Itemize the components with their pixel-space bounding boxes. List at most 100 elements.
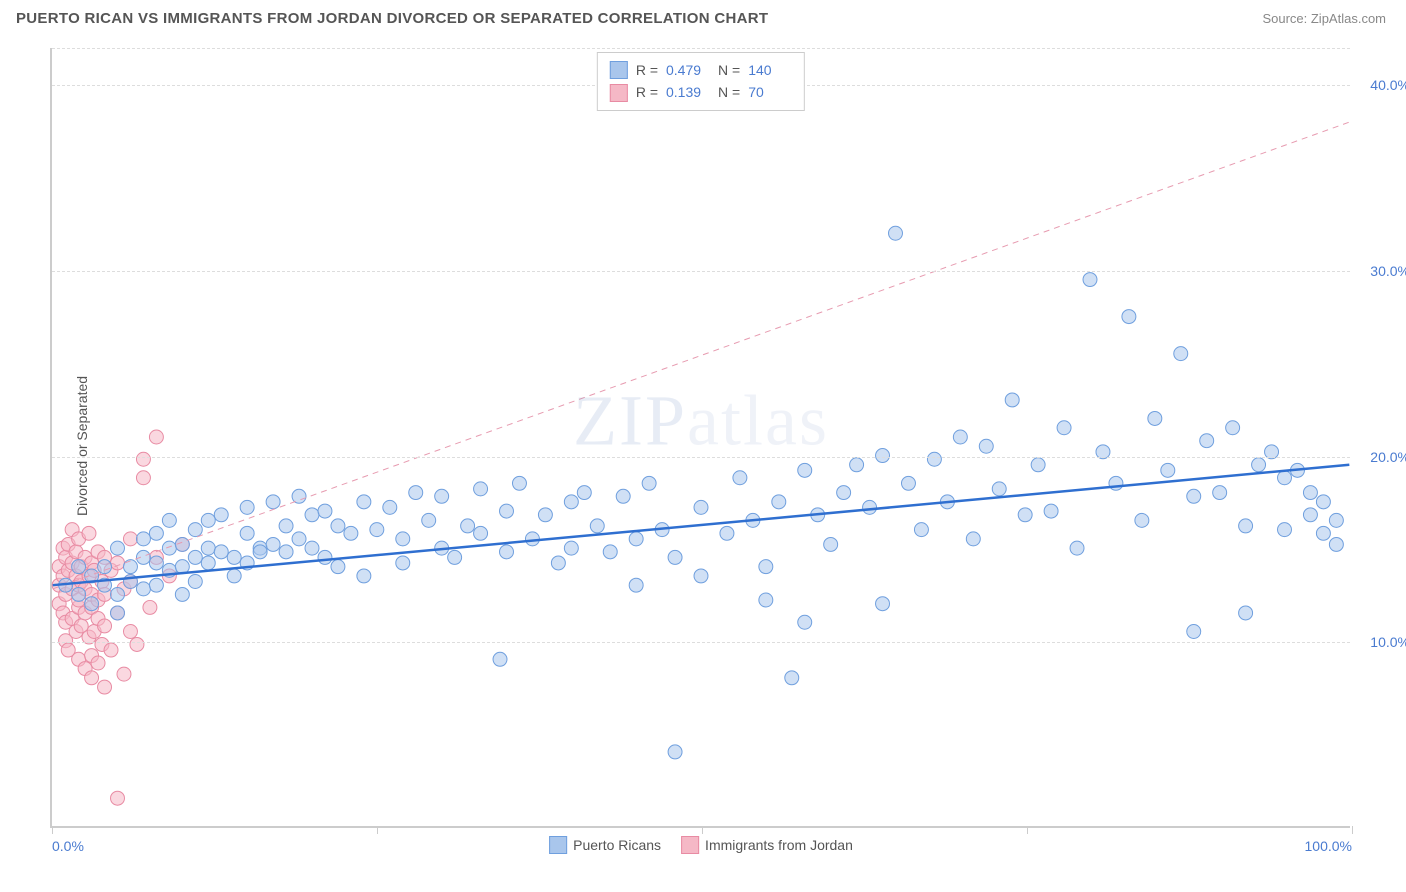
data-point bbox=[901, 476, 915, 490]
data-point bbox=[162, 541, 176, 555]
stat-label: R = bbox=[636, 59, 658, 81]
data-point bbox=[720, 526, 734, 540]
data-point bbox=[104, 643, 118, 657]
x-tick-label-min: 0.0% bbox=[52, 838, 84, 854]
trend-line bbox=[53, 122, 1350, 589]
data-point bbox=[279, 519, 293, 533]
data-point bbox=[694, 569, 708, 583]
data-point bbox=[876, 597, 890, 611]
data-point bbox=[759, 593, 773, 607]
data-point bbox=[525, 532, 539, 546]
data-point bbox=[201, 541, 215, 555]
x-tick bbox=[1027, 826, 1028, 834]
data-point bbox=[111, 556, 125, 570]
data-point bbox=[772, 495, 786, 509]
data-point bbox=[642, 476, 656, 490]
data-point bbox=[188, 523, 202, 537]
y-tick-label: 20.0% bbox=[1370, 449, 1406, 465]
data-point bbox=[603, 545, 617, 559]
data-point bbox=[837, 486, 851, 500]
data-point bbox=[500, 545, 514, 559]
stat-label: N = bbox=[718, 81, 740, 103]
data-point bbox=[422, 513, 436, 527]
data-point bbox=[98, 619, 112, 633]
data-point bbox=[188, 575, 202, 589]
data-point bbox=[227, 550, 241, 564]
data-point bbox=[292, 489, 306, 503]
data-point bbox=[266, 537, 280, 551]
data-point bbox=[1316, 495, 1330, 509]
data-point bbox=[629, 532, 643, 546]
data-point bbox=[927, 452, 941, 466]
data-point bbox=[629, 578, 643, 592]
data-point bbox=[201, 556, 215, 570]
data-point bbox=[82, 526, 96, 540]
data-point bbox=[305, 541, 319, 555]
data-point bbox=[1083, 273, 1097, 287]
stat-label: R = bbox=[636, 81, 658, 103]
data-point bbox=[668, 745, 682, 759]
x-tick bbox=[377, 826, 378, 834]
data-point bbox=[227, 569, 241, 583]
data-point bbox=[240, 500, 254, 514]
data-point bbox=[1005, 393, 1019, 407]
data-point bbox=[1148, 411, 1162, 425]
data-point bbox=[1239, 606, 1253, 620]
data-point bbox=[214, 545, 228, 559]
data-point bbox=[538, 508, 552, 522]
data-point bbox=[72, 587, 86, 601]
chart-title: PUERTO RICAN VS IMMIGRANTS FROM JORDAN D… bbox=[16, 10, 768, 27]
data-point bbox=[111, 541, 125, 555]
data-point bbox=[733, 471, 747, 485]
grid-line bbox=[52, 271, 1350, 272]
data-point bbox=[824, 537, 838, 551]
data-point bbox=[876, 449, 890, 463]
grid-line bbox=[52, 642, 1350, 643]
data-point bbox=[123, 560, 137, 574]
trend-line bbox=[53, 465, 1350, 585]
data-point bbox=[1200, 434, 1214, 448]
data-point bbox=[370, 523, 384, 537]
data-point bbox=[966, 532, 980, 546]
stat-label: N = bbox=[718, 59, 740, 81]
data-point bbox=[91, 656, 105, 670]
x-tick bbox=[702, 826, 703, 834]
chart-source: Source: ZipAtlas.com bbox=[1262, 11, 1386, 26]
data-point bbox=[1278, 523, 1292, 537]
data-point bbox=[136, 550, 150, 564]
data-point bbox=[331, 519, 345, 533]
data-point bbox=[1316, 526, 1330, 540]
data-point bbox=[175, 587, 189, 601]
data-point bbox=[72, 560, 86, 574]
data-point bbox=[292, 532, 306, 546]
data-point bbox=[474, 482, 488, 496]
data-point bbox=[1329, 513, 1343, 527]
data-point bbox=[759, 560, 773, 574]
data-point bbox=[136, 452, 150, 466]
data-point bbox=[551, 556, 565, 570]
data-point bbox=[188, 550, 202, 564]
data-point bbox=[201, 513, 215, 527]
data-point bbox=[564, 541, 578, 555]
data-point bbox=[344, 526, 358, 540]
data-point bbox=[798, 463, 812, 477]
data-point bbox=[240, 526, 254, 540]
data-point bbox=[590, 519, 604, 533]
data-point bbox=[396, 532, 410, 546]
stats-row-b: R = 0.139 N = 70 bbox=[610, 81, 792, 103]
y-tick-label: 40.0% bbox=[1370, 77, 1406, 93]
legend-swatch-b-icon bbox=[681, 836, 699, 854]
data-point bbox=[318, 550, 332, 564]
data-point bbox=[616, 489, 630, 503]
data-point bbox=[577, 486, 591, 500]
data-point bbox=[448, 550, 462, 564]
data-point bbox=[435, 489, 449, 503]
data-point bbox=[85, 671, 99, 685]
data-point bbox=[992, 482, 1006, 496]
data-point bbox=[331, 560, 345, 574]
stat-r-b: 0.139 bbox=[666, 81, 710, 103]
data-point bbox=[214, 508, 228, 522]
data-point bbox=[1252, 458, 1266, 472]
data-point bbox=[979, 439, 993, 453]
data-point bbox=[396, 556, 410, 570]
